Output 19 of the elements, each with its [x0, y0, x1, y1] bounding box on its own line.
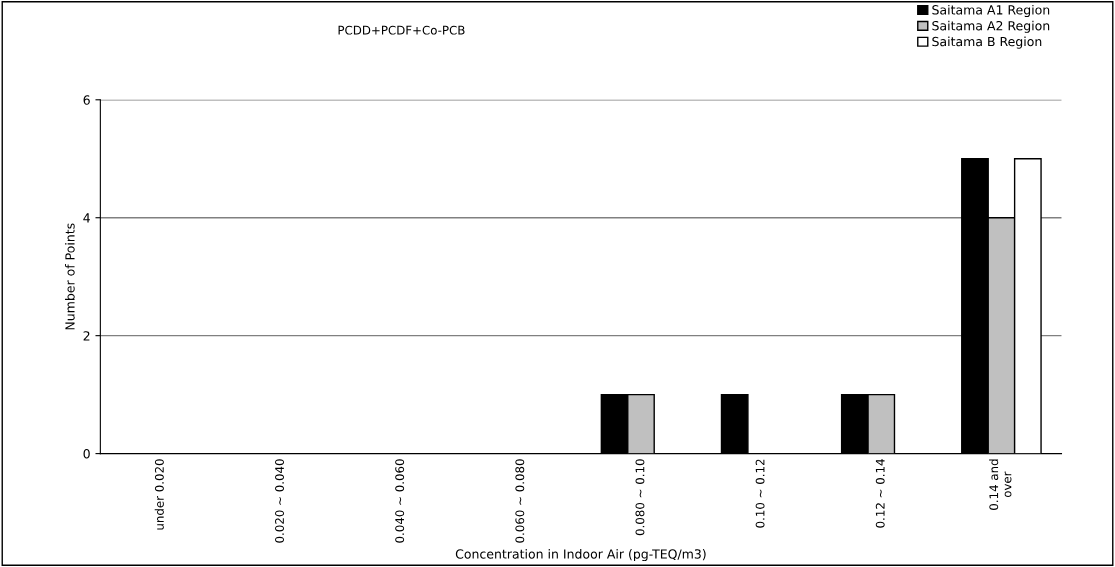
- x-tick-label: under 0.020: [154, 459, 164, 530]
- bar: [720, 393, 749, 454]
- x-tick-label: 0.10 ~ 0.12: [755, 459, 765, 528]
- y-tick-label: 4: [83, 213, 90, 223]
- legend-label: Saitama A1 Region: [932, 4, 1050, 17]
- y-tick-label: 0: [83, 449, 90, 459]
- x-axis-title: Concentration in Indoor Air (pg-TEQ/m3): [455, 549, 706, 562]
- x-tick-label: 0.060 ~ 0.080: [515, 459, 525, 543]
- y-tick-label: 2: [83, 331, 90, 341]
- chart-title: PCDD+PCDF+Co-PCB: [338, 25, 465, 35]
- legend-label: Saitama A2 Region: [932, 20, 1050, 33]
- y-tick-label: 6: [83, 95, 90, 105]
- legend-label: Saitama B Region: [932, 36, 1042, 49]
- x-tick-label: 0.020 ~ 0.040: [275, 459, 284, 543]
- y-axis-title: Number of Points: [65, 223, 75, 330]
- x-tick-label: 0.080 ~ 0.10: [635, 459, 645, 536]
- x-tick-label: 0.040 ~ 0.060: [395, 459, 405, 543]
- x-tick-label: 0.12 ~ 0.14: [875, 459, 885, 528]
- x-tick-label: 0.14 and over: [989, 459, 1012, 510]
